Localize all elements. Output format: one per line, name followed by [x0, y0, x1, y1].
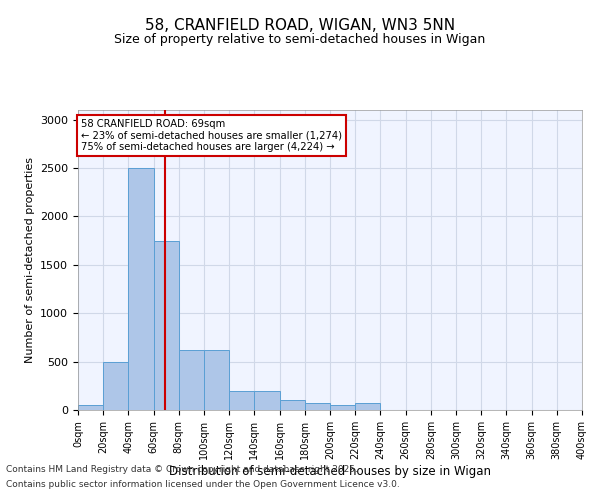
- Bar: [128, 168, 154, 410]
- Bar: [355, 402, 380, 410]
- Y-axis label: Number of semi-detached properties: Number of semi-detached properties: [25, 157, 35, 363]
- Bar: [179, 350, 204, 410]
- Text: 58, CRANFIELD ROAD, WIGAN, WN3 5NN: 58, CRANFIELD ROAD, WIGAN, WN3 5NN: [145, 18, 455, 32]
- Text: 58 CRANFIELD ROAD: 69sqm
← 23% of semi-detached houses are smaller (1,274)
75% o: 58 CRANFIELD ROAD: 69sqm ← 23% of semi-d…: [80, 119, 341, 152]
- Bar: [280, 400, 305, 410]
- Text: Contains public sector information licensed under the Open Government Licence v3: Contains public sector information licen…: [6, 480, 400, 489]
- Bar: [330, 405, 355, 410]
- X-axis label: Distribution of semi-detached houses by size in Wigan: Distribution of semi-detached houses by …: [169, 464, 491, 477]
- Text: Contains HM Land Registry data © Crown copyright and database right 2025.: Contains HM Land Registry data © Crown c…: [6, 465, 358, 474]
- Bar: [204, 350, 229, 410]
- Bar: [78, 405, 103, 410]
- Bar: [254, 390, 280, 410]
- Text: Size of property relative to semi-detached houses in Wigan: Size of property relative to semi-detach…: [115, 32, 485, 46]
- Bar: [229, 390, 254, 410]
- Bar: [154, 240, 179, 410]
- Bar: [103, 362, 128, 410]
- Bar: [305, 402, 330, 410]
